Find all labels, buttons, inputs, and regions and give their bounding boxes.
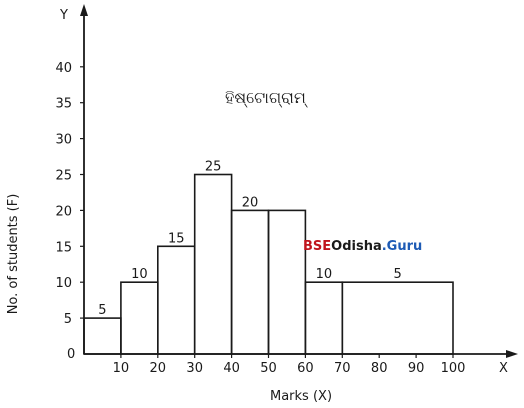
y-tick-label: 10 [55,276,72,291]
histogram-bar [341,281,454,355]
x-tick-label: 50 [260,361,277,376]
watermark-part-odisha: Odisha [331,239,382,254]
bar-value-label: 10 [131,267,148,282]
histogram-bar [83,317,122,355]
y-axis-letter: Y [59,8,68,23]
histogram-bar [193,173,233,355]
bar-value-label: 20 [242,195,259,210]
bar-value-label: 25 [205,160,222,175]
x-tick-label: 100 [441,361,466,376]
y-tick-label: 25 [55,169,72,184]
x-axis-arrow-icon [506,350,518,358]
y-axis-label: No. of students (F) [6,194,21,315]
histogram-bar [157,245,196,355]
y-tick-label: 15 [55,240,72,255]
y-tick-label: 20 [55,204,72,219]
x-tick-label: 20 [150,361,167,376]
watermark-part-guru: .Guru [382,239,423,254]
chart-title: ହିଷ୍ଟୋଗ୍ରାମ୍ [225,88,308,107]
x-tick-label: 10 [113,361,130,376]
x-tick-label: 60 [297,361,314,376]
histogram-bar [267,209,307,355]
y-tick-label: 40 [55,61,72,76]
bar-value-label: 10 [316,267,333,282]
bar-value-label: 5 [394,267,402,282]
x-tick-label: 30 [186,361,203,376]
bars-group [83,173,454,355]
x-axis-letter: X [499,361,508,376]
histogram-bar [120,281,159,355]
bar-value-label: 15 [168,231,185,246]
axes-group [80,4,518,358]
watermark-part-bse: BSE [303,239,331,254]
x-axis-label: Marks (X) [270,389,332,404]
y-axis-arrow-icon [80,4,88,16]
x-tick-label: 40 [223,361,240,376]
y-tick-label: 35 [55,97,72,112]
x-tick-label: 80 [371,361,388,376]
bar-labels-group: 5 10 15 25 20 10 5 [98,160,401,319]
histogram-bar [304,281,344,355]
y-tick-label: 30 [55,133,72,148]
watermark-text: BSEOdisha.Guru [303,239,422,254]
origin-label: 0 [67,347,75,362]
y-tick-label: 5 [64,312,72,327]
bar-value-label: 5 [98,303,106,318]
x-tick-label: 70 [334,361,351,376]
x-tick-label: 90 [408,361,425,376]
histogram-bar [230,209,270,355]
